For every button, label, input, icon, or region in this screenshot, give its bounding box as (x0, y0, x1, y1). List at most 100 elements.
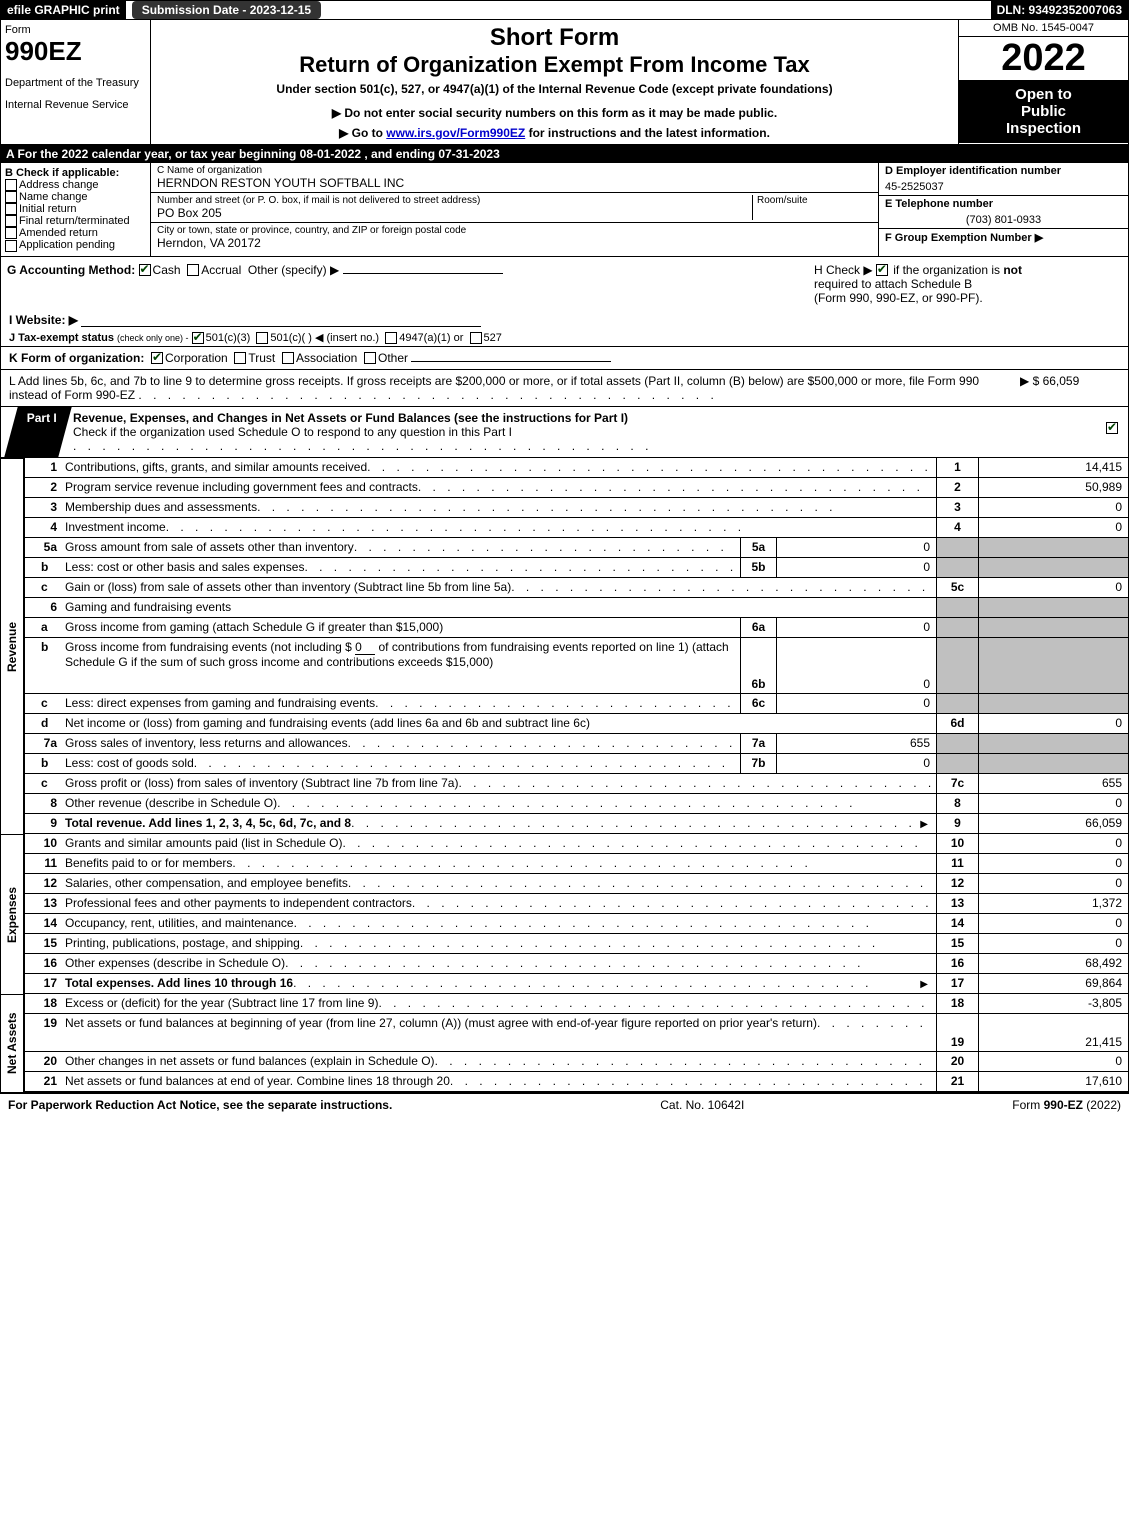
line-16: 16 Other expenses (describe in Schedule … (24, 954, 1129, 974)
irs-link[interactable]: www.irs.gov/Form990EZ (386, 126, 525, 140)
top-bar: efile GRAPHIC print Submission Date - 20… (0, 0, 1129, 20)
side-tab-net-assets: Net Assets (0, 994, 24, 1092)
part1-dots (73, 439, 652, 453)
line-1-desc: Contributions, gifts, grants, and simila… (65, 460, 367, 474)
line-6d: d Net income or (loss) from gaming and f… (24, 714, 1129, 734)
line-15-val: 0 (978, 934, 1128, 953)
insert-no: ◀ (insert no.) (315, 332, 379, 344)
l-dots (138, 388, 717, 402)
line-6d-desc: Net income or (loss) from gaming and fun… (65, 716, 590, 730)
line-6c-mval: 0 (776, 694, 936, 713)
tel-value: (703) 801-0933 (879, 212, 1128, 228)
line-12-num: 12 (25, 874, 61, 893)
checkbox-corporation[interactable] (151, 352, 163, 364)
checkbox-cash[interactable] (139, 264, 151, 276)
line-4-rnum: 4 (936, 518, 978, 537)
dots-icon (351, 816, 916, 830)
checkbox-amended-return[interactable] (5, 227, 17, 239)
page-footer: For Paperwork Reduction Act Notice, see … (0, 1092, 1129, 1116)
line-6b: b Gross income from fundraising events (… (24, 638, 1129, 694)
k-label: K Form of organization: (9, 351, 144, 365)
line-17-val: 69,864 (978, 974, 1128, 993)
row-j: J Tax-exempt status (check only one) - 5… (0, 329, 1129, 347)
line-2-val: 50,989 (978, 478, 1128, 497)
dots-icon (304, 560, 736, 574)
footer-right: Form 990-EZ (2022) (1012, 1098, 1121, 1112)
line-16-desc: Other expenses (describe in Schedule O) (65, 956, 285, 970)
checkbox-501c3[interactable] (192, 332, 204, 344)
line-5a-num: 5a (25, 538, 61, 557)
checkbox-accrual[interactable] (187, 264, 199, 276)
line-6a-vshade (978, 618, 1128, 637)
other-org-line[interactable] (411, 361, 611, 362)
website-input-line[interactable] (81, 313, 481, 327)
line-7b-mnum: 7b (740, 754, 776, 773)
line-12-desc: Salaries, other compensation, and employ… (65, 876, 348, 890)
checkbox-address-change[interactable] (5, 179, 17, 191)
checkbox-initial-return[interactable] (5, 203, 17, 215)
line-6b-rshade (936, 638, 978, 693)
line-8-val: 0 (978, 794, 1128, 813)
checkbox-527[interactable] (470, 332, 482, 344)
dept-treasury: Department of the Treasury (5, 77, 146, 89)
checkbox-final-return[interactable] (5, 215, 17, 227)
dots-icon (348, 736, 736, 750)
opt-application-pending: Application pending (19, 239, 115, 251)
checkbox-application-pending[interactable] (5, 240, 17, 252)
checkbox-501c[interactable] (256, 332, 268, 344)
efile-graphic-print-label[interactable]: efile GRAPHIC print (1, 1, 126, 19)
dots-icon (166, 520, 932, 534)
dots-icon (293, 976, 916, 990)
line-5a-desc: Gross amount from sale of assets other t… (65, 540, 354, 554)
section-bcd: B Check if applicable: Address change Na… (0, 163, 1129, 257)
line-6d-num: d (25, 714, 61, 733)
dots-icon (277, 796, 932, 810)
checkbox-association[interactable] (282, 352, 294, 364)
line-11-desc: Benefits paid to or for members (65, 856, 232, 870)
dots-icon (458, 776, 932, 790)
dots-icon (378, 996, 932, 1010)
line-7a-vshade (978, 734, 1128, 753)
checkbox-schedule-b[interactable] (876, 264, 888, 276)
line-5b-desc: Less: cost or other basis and sales expe… (65, 560, 304, 574)
checkbox-trust[interactable] (234, 352, 246, 364)
line-4: 4 Investment income 4 0 (24, 518, 1129, 538)
line-14-desc: Occupancy, rent, utilities, and maintena… (65, 916, 294, 930)
part1-title: Revenue, Expenses, and Changes in Net As… (73, 411, 628, 425)
submission-date-label: Submission Date - 2023-12-15 (132, 1, 321, 19)
line-6b-mnum: 6b (740, 638, 776, 693)
line-9-num: 9 (25, 814, 61, 833)
footer-left: For Paperwork Reduction Act Notice, see … (8, 1098, 392, 1112)
ein-label: D Employer identification number (879, 163, 1128, 179)
opt-501c3: 501(c)(3) (206, 332, 251, 344)
line-5a-mval: 0 (776, 538, 936, 557)
line-17-desc: Total expenses. Add lines 10 through 16 (65, 976, 293, 990)
checkbox-4947[interactable] (385, 332, 397, 344)
checkbox-name-change[interactable] (5, 191, 17, 203)
line-13-num: 13 (25, 894, 61, 913)
line-18-val: -3,805 (978, 994, 1128, 1013)
ein-value: 45-2525037 (879, 179, 1128, 195)
line-5c-rnum: 5c (936, 578, 978, 597)
line-10-rnum: 10 (936, 834, 978, 853)
line-13-rnum: 13 (936, 894, 978, 913)
dots-icon (367, 460, 932, 474)
line-15-num: 15 (25, 934, 61, 953)
line-11-num: 11 (25, 854, 61, 873)
line-10-desc: Grants and similar amounts paid (list in… (65, 836, 342, 850)
street-value: PO Box 205 (157, 206, 752, 220)
tel-label: E Telephone number (879, 195, 1128, 212)
line-5b-mval: 0 (776, 558, 936, 577)
line-6-desc: Gaming and fundraising events (65, 600, 231, 614)
other-specify-line[interactable] (343, 273, 503, 274)
line-20-rnum: 20 (936, 1052, 978, 1071)
line-11: 11 Benefits paid to or for members 11 0 (24, 854, 1129, 874)
line-5c-num: c (25, 578, 61, 597)
checkbox-other-org[interactable] (364, 352, 376, 364)
form-header: Form 990EZ Department of the Treasury In… (0, 20, 1129, 145)
checkbox-schedule-o[interactable] (1106, 422, 1118, 434)
header-left: Form 990EZ Department of the Treasury In… (1, 20, 151, 144)
line-5b-rshade (936, 558, 978, 577)
line-5a-rshade (936, 538, 978, 557)
header-center: Short Form Return of Organization Exempt… (151, 20, 958, 144)
